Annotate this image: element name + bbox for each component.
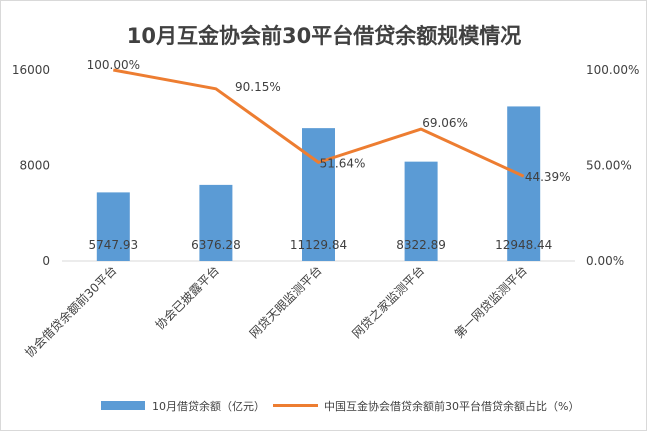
bar-value-label: 6376.28: [191, 238, 241, 252]
chart-title: 10月互金协会前30平台借贷余额规模情况: [127, 24, 521, 48]
left-tick-label: 0: [42, 254, 50, 268]
line-value-label: 69.06%: [422, 116, 468, 130]
right-tick-label: 50.00%: [586, 159, 632, 173]
legend-bar-label: 10月借贷余额（亿元）: [152, 399, 265, 413]
category-axis-labels: 协会借贷余额前30平台 协会已披露平台 网贷天眼监测平台 网贷之家监测平台 第一网贷监测…: [22, 263, 530, 361]
bar-data-labels: 5747.93 6376.28 11129.84 8322.89 12948.44: [88, 238, 552, 252]
bar-value-label: 12948.44: [495, 238, 552, 252]
category-label: 网贷天眼监测平台: [246, 263, 324, 341]
bar: [404, 161, 438, 261]
bar: [96, 192, 130, 261]
legend-bar-swatch: [101, 401, 145, 410]
left-tick-label: 8000: [19, 159, 50, 173]
legend-line-label: 中国互金协会借贷余额前30平台借贷余额占比（%）: [324, 399, 579, 413]
line-value-label: 51.64%: [320, 156, 366, 170]
line-value-label: 44.39%: [525, 170, 571, 184]
category-label: 协会已披露平台: [152, 263, 222, 333]
line-data-labels: 100.00% 90.15% 51.64% 69.06% 44.39%: [87, 58, 571, 184]
bar-value-label: 8322.89: [396, 238, 446, 252]
right-tick-label: 0.00%: [586, 254, 624, 268]
left-axis-ticks: 0 8000 16000: [12, 63, 50, 268]
category-label: 网贷之家监测平台: [349, 263, 427, 341]
bar-series: [96, 106, 541, 261]
category-label: 协会借贷余额前30平台: [22, 263, 120, 361]
bar: [302, 128, 335, 261]
legend: 10月借贷余额（亿元） 中国互金协会借贷余额前30平台借贷余额占比（%）: [101, 399, 579, 413]
bar-value-label: 5747.93: [88, 238, 138, 252]
bar-value-label: 11129.84: [290, 238, 347, 252]
line-value-label: 90.15%: [235, 80, 281, 94]
left-tick-label: 16000: [12, 63, 50, 77]
right-axis-ticks: 0.00% 50.00% 100.00%: [586, 63, 639, 268]
right-tick-label: 100.00%: [586, 63, 639, 77]
line-value-label: 100.00%: [87, 58, 140, 72]
category-label: 第一网贷监测平台: [451, 263, 529, 341]
bar: [199, 184, 233, 261]
line-series: [113, 68, 525, 178]
bar: [507, 106, 541, 261]
